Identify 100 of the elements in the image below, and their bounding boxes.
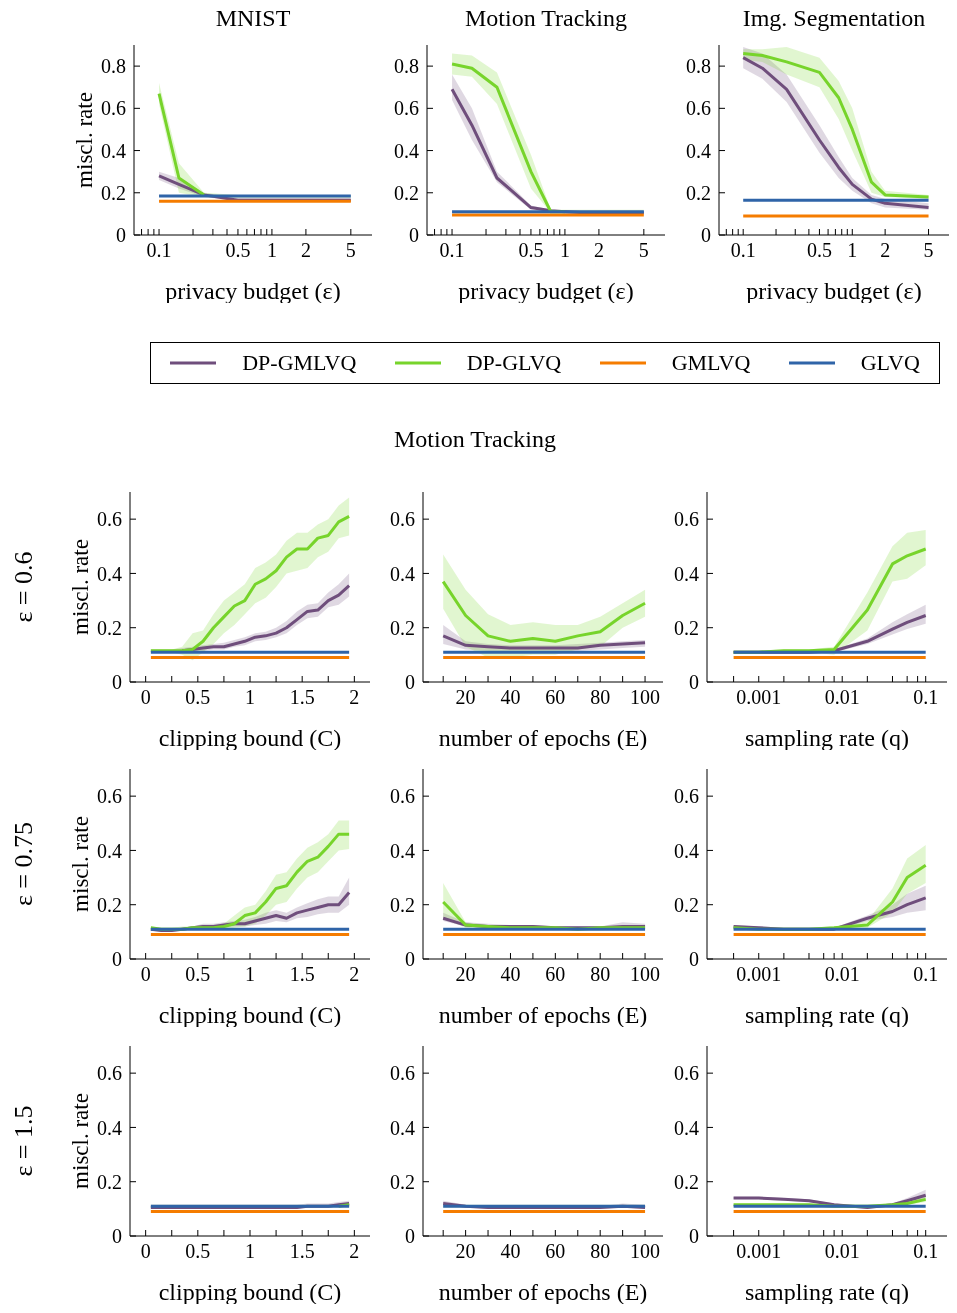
y-tick-label: 0.6 xyxy=(674,1062,699,1085)
x-tick-label: 80 xyxy=(590,686,611,709)
y-tick-label: 0.4 xyxy=(390,1116,415,1139)
x-tick-label: 1 xyxy=(847,239,858,262)
x-tick-label: 80 xyxy=(590,963,611,986)
y-tick-label: 0.4 xyxy=(97,562,122,585)
x-tick-label: 0.1 xyxy=(913,963,939,986)
y-tick-label: 0.2 xyxy=(390,893,415,916)
x-tick-label: 0.5 xyxy=(806,239,832,262)
y-tick-label: 0 xyxy=(689,671,699,694)
y-tick-label: 0.2 xyxy=(674,1170,699,1193)
y-tick-label: 0 xyxy=(112,948,122,971)
y-tick-label: 0.6 xyxy=(394,97,419,120)
x-tick-label: 40 xyxy=(500,963,521,986)
y-tick-label: 0.6 xyxy=(97,785,122,808)
y-tick-label: 0.2 xyxy=(394,181,419,204)
x-tick-label: 60 xyxy=(545,963,566,986)
x-tick-label: 0.5 xyxy=(185,963,211,986)
x-tick-label: 0.1 xyxy=(913,1240,939,1263)
y-tick-label: 0.2 xyxy=(686,181,711,204)
legend-label: DP-GMLVQ xyxy=(242,350,357,376)
y-tick-label: 0.6 xyxy=(97,1062,122,1085)
x-tick-label: 1 xyxy=(245,1240,255,1263)
x-tick-label: 1.5 xyxy=(289,686,315,709)
legend-label: GMLVQ xyxy=(671,350,751,376)
x-tick-label: 2 xyxy=(300,239,311,262)
y-tick-label: 0.4 xyxy=(390,839,415,862)
x-tick-label: 40 xyxy=(500,686,521,709)
y-tick-label: 0.4 xyxy=(101,139,126,162)
y-tick-label: 0.4 xyxy=(97,1116,122,1139)
y-tick-label: 0.6 xyxy=(390,785,415,808)
text: ε = 0.6 xyxy=(9,551,39,623)
y-tick-label: 0.6 xyxy=(674,508,699,531)
y-tick-label: 0.2 xyxy=(97,893,122,916)
x-tick-label: 20 xyxy=(455,1240,476,1263)
y-tick-label: 0 xyxy=(405,671,415,694)
y-axis-title: miscl. rate xyxy=(68,1093,94,1189)
x-tick-label: 1 xyxy=(245,686,255,709)
y-tick-label: 0.4 xyxy=(394,139,419,162)
x-tick-label: 0.01 xyxy=(824,686,860,709)
legend-label: DP-GLVQ xyxy=(466,350,562,376)
x-tick-label: 0.5 xyxy=(185,1240,211,1263)
x-tick-label: 100 xyxy=(630,1240,661,1263)
y-tick-label: 0.2 xyxy=(674,616,699,639)
y-tick-label: 0.6 xyxy=(390,508,415,531)
y-tick-label: 0.6 xyxy=(97,508,122,531)
y-tick-label: 0.4 xyxy=(686,139,711,162)
x-tick-label: 2 xyxy=(880,239,891,262)
y-axis-title: miscl. rate xyxy=(72,92,98,188)
legend-label: GLVQ xyxy=(860,350,920,376)
y-tick-label: 0 xyxy=(116,224,126,247)
x-tick-label: 20 xyxy=(455,686,476,709)
y-tick-label: 0.6 xyxy=(390,1062,415,1085)
chart-title: Img. Segmentation xyxy=(741,5,927,32)
text: ε = 1.5 xyxy=(9,1105,39,1177)
x-tick-label: 5 xyxy=(345,239,356,262)
y-tick-label: 0.8 xyxy=(394,55,419,78)
x-tick-label: 1 xyxy=(559,239,570,262)
y-tick-label: 0 xyxy=(689,1225,699,1248)
chart-title: MNIST xyxy=(214,5,292,32)
x-tick-label: 0.1 xyxy=(439,239,465,262)
y-tick-label: 0.4 xyxy=(674,839,699,862)
x-tick-label: 80 xyxy=(590,1240,611,1263)
x-tick-label: 1 xyxy=(266,239,277,262)
y-tick-label: 0.2 xyxy=(674,893,699,916)
y-axis-title: miscl. rate xyxy=(68,816,94,912)
x-tick-label: 0.001 xyxy=(736,963,782,986)
y-tick-label: 0.4 xyxy=(674,1116,699,1139)
chart-title: Motion Tracking xyxy=(464,5,628,32)
y-tick-label: 0.2 xyxy=(390,616,415,639)
x-tick-label: 0.1 xyxy=(146,239,172,262)
y-tick-label: 0 xyxy=(689,948,699,971)
x-tick-label: 0.1 xyxy=(730,239,756,262)
x-tick-label: 2 xyxy=(349,1240,360,1263)
y-tick-label: 0.2 xyxy=(97,616,122,639)
y-tick-label: 0.8 xyxy=(686,55,711,78)
x-tick-label: 0.5 xyxy=(185,686,211,709)
x-tick-label: 20 xyxy=(455,963,476,986)
y-tick-label: 0 xyxy=(409,224,419,247)
y-tick-label: 0 xyxy=(112,1225,122,1248)
y-tick-label: 0.4 xyxy=(674,562,699,585)
y-tick-label: 0 xyxy=(112,671,122,694)
y-tick-label: 0 xyxy=(405,1225,415,1248)
x-tick-label: 0.001 xyxy=(736,686,782,709)
x-tick-label: 0.001 xyxy=(736,1240,782,1263)
y-tick-label: 0.2 xyxy=(390,1170,415,1193)
y-tick-label: 0.2 xyxy=(101,181,126,204)
x-tick-label: 2 xyxy=(349,686,360,709)
x-tick-label: 1.5 xyxy=(289,1240,315,1263)
y-tick-label: 0.4 xyxy=(390,562,415,585)
y-tick-label: 0.8 xyxy=(101,55,126,78)
x-tick-label: 60 xyxy=(545,686,566,709)
x-tick-label: 2 xyxy=(349,963,360,986)
x-tick-label: 0.5 xyxy=(518,239,544,262)
x-tick-label: 60 xyxy=(545,1240,566,1263)
y-tick-label: 0 xyxy=(701,224,711,247)
x-tick-label: 0.01 xyxy=(824,963,860,986)
y-tick-label: 0.6 xyxy=(101,97,126,120)
x-tick-label: 0 xyxy=(140,963,151,986)
x-tick-label: 0.01 xyxy=(824,1240,860,1263)
